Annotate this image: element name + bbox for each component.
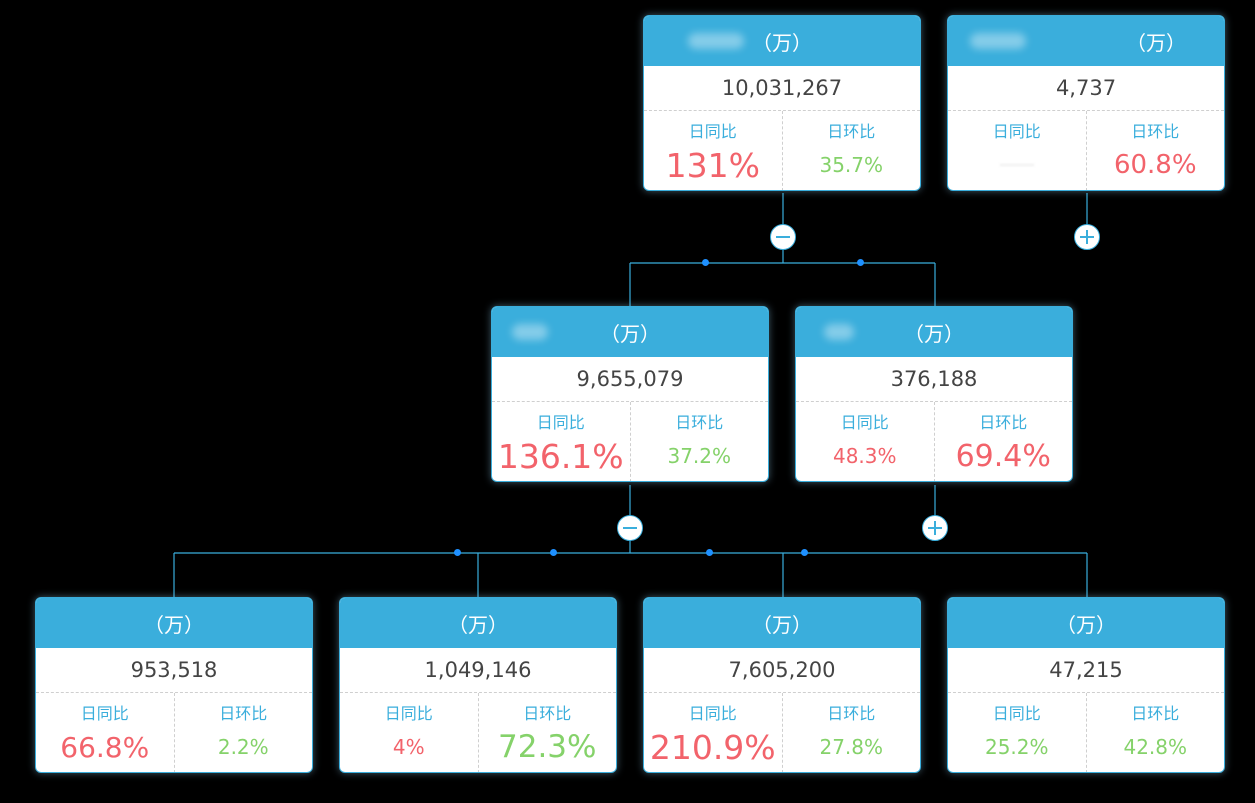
metric-label-mom: 日环比 xyxy=(979,413,1028,432)
metric-label-mom: 日环比 xyxy=(827,704,876,723)
metric-yoy: 日同比 25.2% xyxy=(948,693,1086,772)
unit-label: （万） xyxy=(752,612,812,637)
metric-mom: 日环比 60.8% xyxy=(1085,111,1225,190)
metric-label-yoy: 日同比 xyxy=(80,704,129,723)
yoy-value: 4% xyxy=(392,735,425,759)
total-value: 4,737 xyxy=(948,66,1224,111)
node-card-root-b[interactable]: （万） 4,737 日同比 日环比 60.8% xyxy=(947,15,1225,191)
redacted-title xyxy=(970,33,1026,49)
metric-label-yoy: 日同比 xyxy=(992,704,1041,723)
metric-yoy: 日同比 210.9% xyxy=(644,693,782,772)
metric-mom: 日环比 69.4% xyxy=(933,402,1073,481)
total-value: 376,188 xyxy=(796,357,1072,402)
metric-mom: 日环比 27.8% xyxy=(781,693,921,772)
total-value: 953,518 xyxy=(36,648,312,693)
metric-label-yoy: 日同比 xyxy=(688,704,737,723)
card-header: （万） xyxy=(796,307,1072,357)
metric-label-yoy: 日同比 xyxy=(992,122,1041,141)
metric-yoy: 日同比 48.3% xyxy=(796,402,934,481)
total-value: 10,031,267 xyxy=(644,66,920,111)
mom-value: 37.2% xyxy=(667,444,732,468)
metric-mom: 日环比 35.7% xyxy=(781,111,921,190)
metric-mom: 日环比 2.2% xyxy=(173,693,313,772)
metric-label-mom: 日环比 xyxy=(1131,122,1180,141)
redacted-title xyxy=(512,324,548,340)
metric-label-mom: 日环比 xyxy=(675,413,724,432)
collapse-icon[interactable] xyxy=(617,515,643,541)
metric-label-mom: 日环比 xyxy=(1131,704,1180,723)
collapse-icon[interactable] xyxy=(770,224,796,250)
node-card-mid-b[interactable]: （万） 376,188 日同比 48.3% 日环比 69.4% xyxy=(795,306,1073,482)
metric-label-mom: 日环比 xyxy=(827,122,876,141)
node-card-leaf-2[interactable]: （万） 1,049,146 日同比 4% 日环比 72.3% xyxy=(339,597,617,773)
mom-value: 2.2% xyxy=(217,735,269,759)
connector-dot xyxy=(801,549,808,556)
unit-label: （万） xyxy=(448,612,508,637)
metric-label-mom: 日环比 xyxy=(219,704,268,723)
connector-dot xyxy=(706,549,713,556)
card-header: （万） xyxy=(948,16,1224,66)
metric-label-yoy: 日同比 xyxy=(536,413,585,432)
mom-value: 35.7% xyxy=(819,153,884,177)
card-header: （万） xyxy=(644,16,920,66)
unit-label: （万） xyxy=(1056,612,1116,637)
total-value: 1,049,146 xyxy=(340,648,616,693)
connector-dot xyxy=(550,549,557,556)
connector-dot xyxy=(857,259,864,266)
card-header: （万） xyxy=(492,307,768,357)
total-value: 9,655,079 xyxy=(492,357,768,402)
node-card-leaf-1[interactable]: （万） 953,518 日同比 66.8% 日环比 2.2% xyxy=(35,597,313,773)
yoy-value: 48.3% xyxy=(832,444,897,468)
mom-value: 69.4% xyxy=(955,438,1051,474)
metric-yoy: 日同比 136.1% xyxy=(492,402,630,481)
metric-yoy: 日同比 131% xyxy=(644,111,782,190)
unit-label: （万） xyxy=(752,30,812,55)
yoy-value: 131% xyxy=(665,145,760,185)
mom-value: 72.3% xyxy=(498,729,597,765)
yoy-value: 210.9% xyxy=(649,727,776,767)
metric-label-yoy: 日同比 xyxy=(840,413,889,432)
redacted-title xyxy=(824,324,854,340)
node-card-mid-a[interactable]: （万） 9,655,079 日同比 136.1% 日环比 37.2% xyxy=(491,306,769,482)
metric-label-yoy: 日同比 xyxy=(384,704,433,723)
yoy-value: 66.8% xyxy=(60,730,150,764)
mom-value: 27.8% xyxy=(819,735,884,759)
expand-icon[interactable] xyxy=(922,515,948,541)
unit-label: （万） xyxy=(904,321,964,346)
total-value: 47,215 xyxy=(948,648,1224,693)
connector-dot xyxy=(454,549,461,556)
metric-mom: 日环比 37.2% xyxy=(629,402,769,481)
expand-icon[interactable] xyxy=(1074,224,1100,250)
connector-dot xyxy=(702,259,709,266)
node-card-leaf-3[interactable]: （万） 7,605,200 日同比 210.9% 日环比 27.8% xyxy=(643,597,921,773)
node-card-leaf-4[interactable]: （万） 47,215 日同比 25.2% 日环比 42.8% xyxy=(947,597,1225,773)
node-card-root-a[interactable]: （万） 10,031,267 日同比 131% 日环比 35.7% xyxy=(643,15,921,191)
mom-value: 42.8% xyxy=(1123,735,1188,759)
card-header: （万） xyxy=(340,598,616,648)
metric-mom: 日环比 42.8% xyxy=(1085,693,1225,772)
metric-mom: 日环比 72.3% xyxy=(477,693,617,772)
metric-yoy: 日同比 xyxy=(948,111,1086,190)
unit-label: （万） xyxy=(144,612,204,637)
metric-yoy: 日同比 66.8% xyxy=(36,693,174,772)
card-header: （万） xyxy=(644,598,920,648)
unit-label: （万） xyxy=(600,321,660,346)
unit-label: （万） xyxy=(1126,30,1186,55)
yoy-value: 25.2% xyxy=(984,735,1049,759)
card-header: （万） xyxy=(948,598,1224,648)
redacted-title xyxy=(688,33,744,49)
yoy-value: 136.1% xyxy=(497,436,624,476)
metric-label-yoy: 日同比 xyxy=(688,122,737,141)
yoy-value-empty xyxy=(999,143,1034,187)
total-value: 7,605,200 xyxy=(644,648,920,693)
mom-value: 60.8% xyxy=(1113,150,1197,180)
metric-label-mom: 日环比 xyxy=(523,704,572,723)
metric-yoy: 日同比 4% xyxy=(340,693,478,772)
card-header: （万） xyxy=(36,598,312,648)
